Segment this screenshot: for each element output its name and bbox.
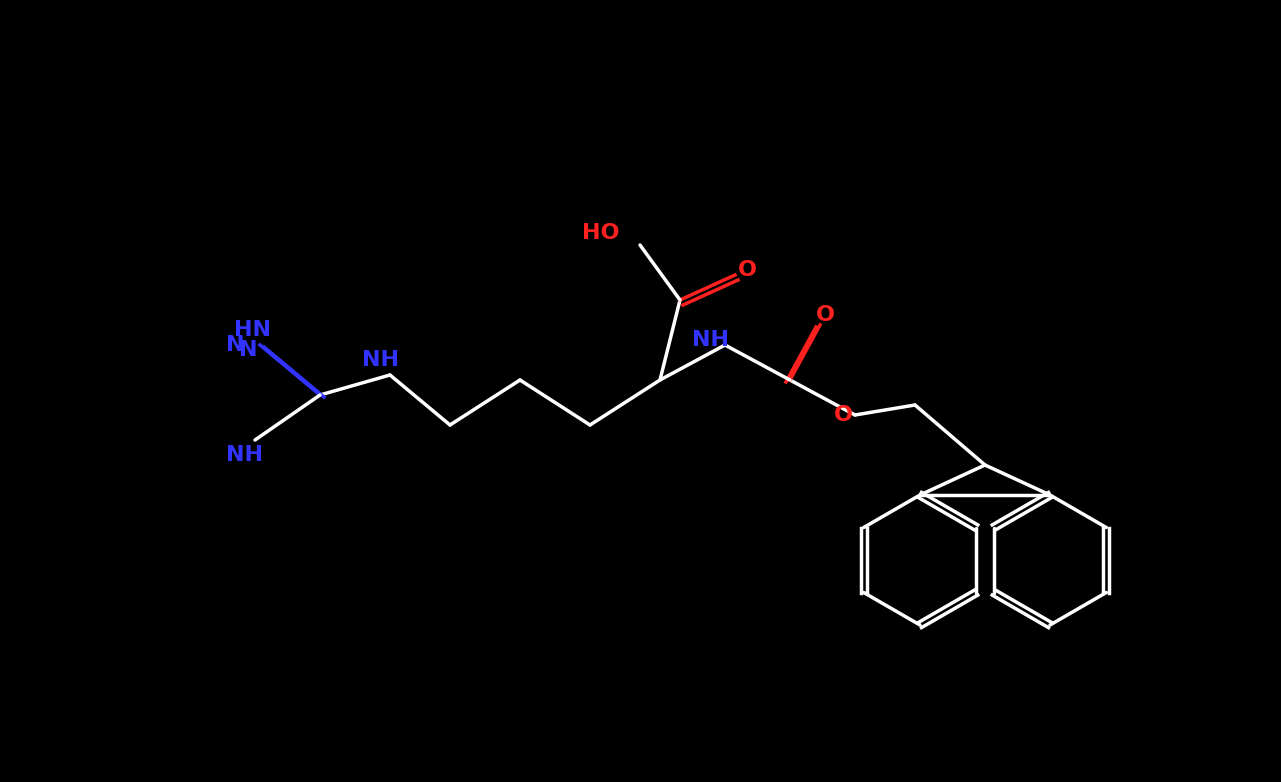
Text: NH: NH [361, 350, 398, 370]
Text: N: N [225, 335, 245, 355]
Text: O: O [738, 260, 757, 280]
Text: NH: NH [227, 445, 264, 465]
Text: O: O [816, 305, 834, 325]
Text: N: N [238, 340, 257, 360]
Text: HO: HO [583, 223, 620, 243]
Text: HN: HN [233, 320, 270, 340]
Text: O: O [834, 405, 852, 425]
Text: NH: NH [692, 330, 729, 350]
